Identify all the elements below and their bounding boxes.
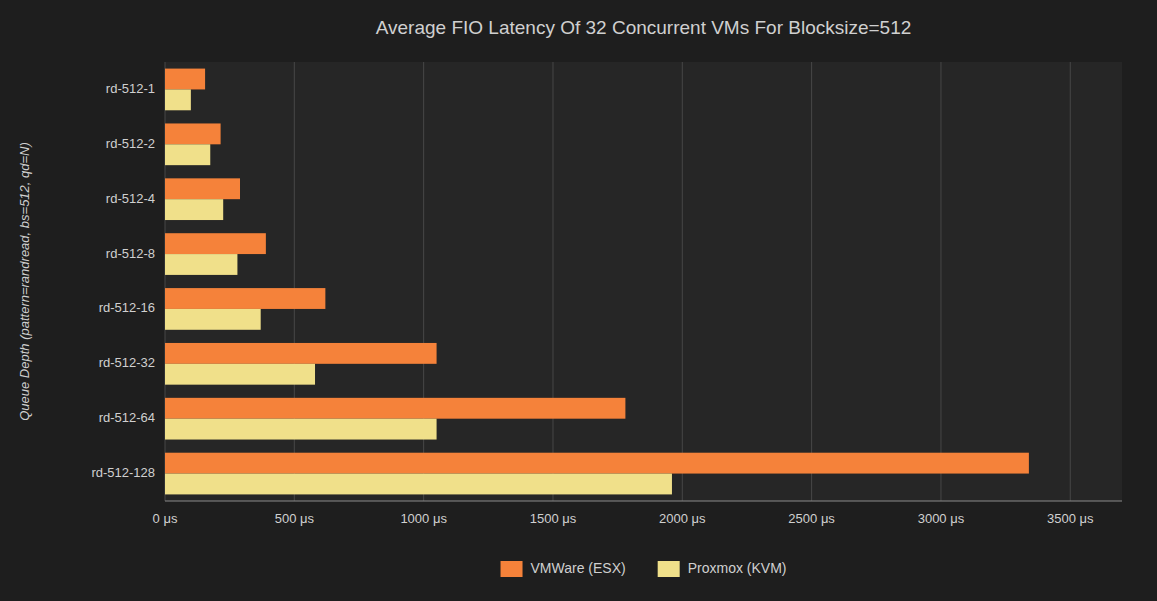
legend-swatch	[501, 561, 523, 577]
plot-area	[165, 62, 1122, 501]
grid	[165, 62, 1070, 501]
legend-item: VMWare (ESX)	[501, 560, 626, 577]
x-tick-label: 3000 μs	[918, 511, 965, 526]
bar	[165, 89, 191, 110]
grid-line	[682, 62, 683, 501]
bar	[165, 288, 325, 309]
x-tick-label: 2000 μs	[659, 511, 706, 526]
page: {"chart_data": { "type": "bar", "orienta…	[0, 0, 1157, 601]
chart: 0 μs 500 μs 1000 μs 1500 μs 2000 μs 2500 μs 30…	[0, 0, 1157, 601]
bar	[165, 398, 625, 419]
y-axis-label: Queue Depth (pattern=randread, bs=512, q…	[17, 142, 32, 421]
bar	[165, 123, 221, 144]
x-ticks: 0 μs 500 μs 1000 μs 1500 μs 2000 μs 2500 μs 30…	[153, 511, 1094, 526]
title: Average FIO Latency Of 32 Concurrent VMs…	[376, 17, 912, 38]
bar	[165, 453, 1029, 474]
y-tick-label: rd-512-128	[91, 465, 155, 480]
bar	[165, 178, 240, 199]
x-tick-label: 3500 μs	[1047, 511, 1094, 526]
legend-item: Proxmox (KVM)	[658, 560, 787, 577]
bars	[165, 69, 1029, 495]
x-axis-line	[165, 501, 1122, 502]
x-tick-label: 1500 μs	[530, 511, 577, 526]
bar	[165, 199, 223, 220]
legend-swatch	[658, 561, 680, 577]
y-tick-label: rd-512-4	[106, 191, 155, 206]
y-ticks: rd-512-1 rd-512-2 rd-512-4 rd-512-8 rd-512-1…	[91, 81, 155, 480]
bar	[165, 144, 210, 165]
x-tick-label: 1000 μs	[400, 511, 447, 526]
grid-line	[1070, 62, 1071, 501]
bar	[165, 419, 437, 440]
grid-line	[811, 62, 812, 501]
y-tick-label: rd-512-2	[106, 136, 155, 151]
x-tick-label: 2500 μs	[788, 511, 835, 526]
legend-label: Proxmox (KVM)	[688, 560, 787, 576]
grid-line	[940, 62, 941, 501]
y-tick-label: rd-512-64	[99, 410, 155, 425]
bar	[165, 309, 261, 330]
y-tick-label: rd-512-16	[99, 300, 155, 315]
x-tick-label: 0 μs	[153, 511, 178, 526]
background	[0, 0, 1157, 601]
grid-line	[552, 62, 553, 501]
bar	[165, 233, 266, 254]
bar	[165, 474, 672, 495]
y-tick-label: rd-512-8	[106, 246, 155, 261]
legend: VMWare (ESX) Proxmox (KVM)	[501, 560, 787, 577]
bar	[165, 364, 315, 385]
x-tick-label: 500 μs	[275, 511, 315, 526]
bar	[165, 343, 437, 364]
bar	[165, 69, 205, 90]
bar	[165, 254, 237, 275]
y-tick-label: rd-512-1	[106, 81, 155, 96]
legend-label: VMWare (ESX)	[531, 560, 626, 576]
y-tick-label: rd-512-32	[99, 355, 155, 370]
